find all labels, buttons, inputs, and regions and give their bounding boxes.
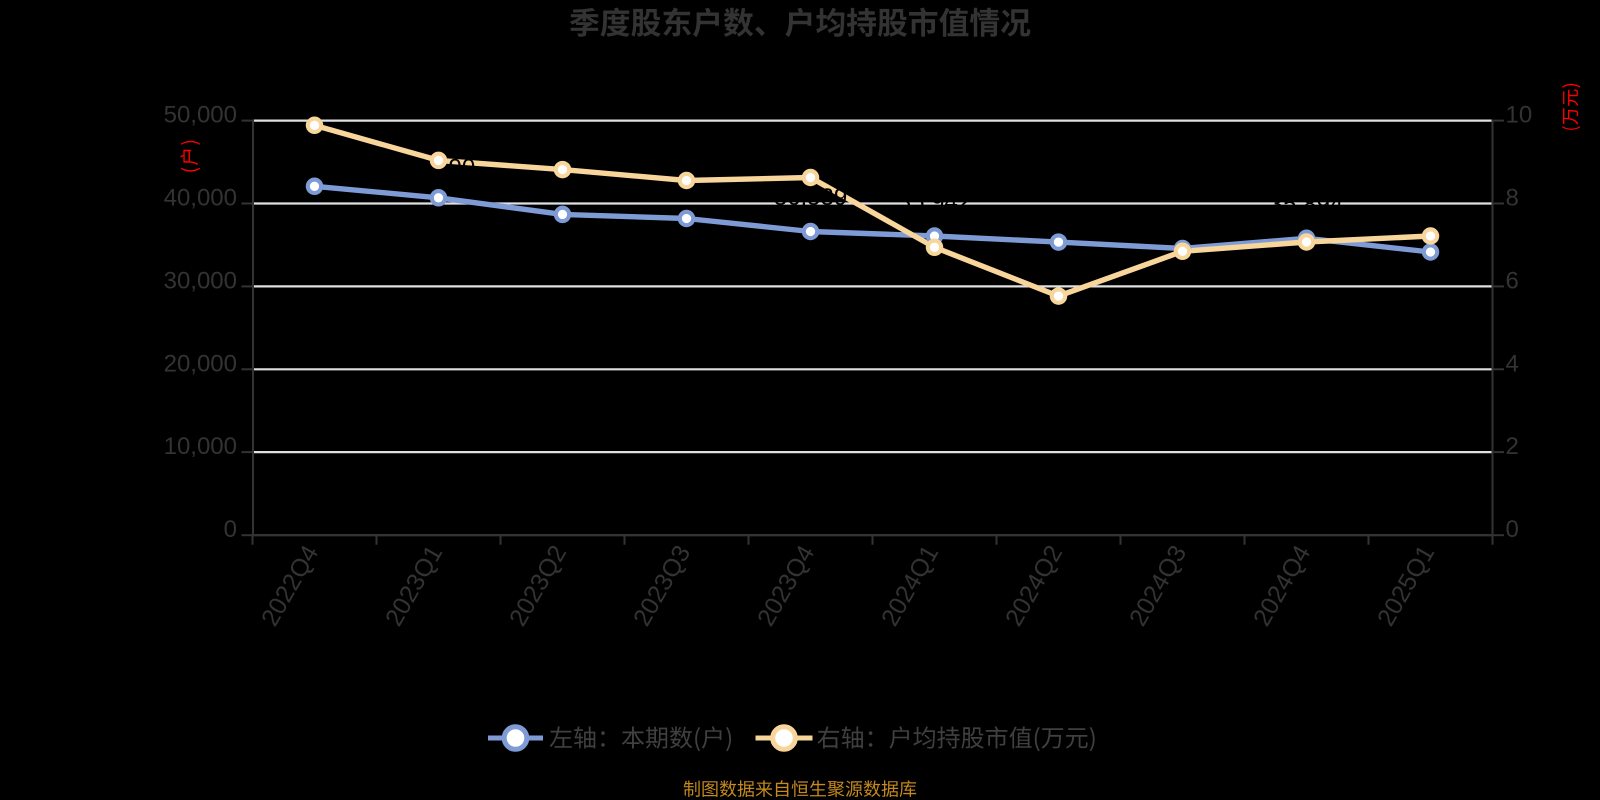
svg-text:0: 0 bbox=[224, 516, 237, 543]
svg-text:50,000: 50,000 bbox=[164, 102, 237, 129]
svg-text:35,894: 35,894 bbox=[1270, 191, 1343, 218]
svg-text:6: 6 bbox=[1506, 267, 1519, 294]
svg-text:2: 2 bbox=[1506, 433, 1519, 460]
svg-text:20,000: 20,000 bbox=[164, 350, 237, 377]
svg-text:0: 0 bbox=[1506, 516, 1519, 543]
svg-text:10,000: 10,000 bbox=[164, 433, 237, 460]
svg-text:8: 8 bbox=[1506, 185, 1519, 212]
svg-text:40,000: 40,000 bbox=[164, 185, 237, 212]
svg-text:30,000: 30,000 bbox=[164, 267, 237, 294]
svg-text:10: 10 bbox=[1506, 102, 1533, 129]
svg-text:4: 4 bbox=[1506, 350, 1519, 377]
svg-text:36,539: 36,539 bbox=[774, 184, 847, 211]
svg-text:35,942: 35,942 bbox=[898, 189, 971, 216]
